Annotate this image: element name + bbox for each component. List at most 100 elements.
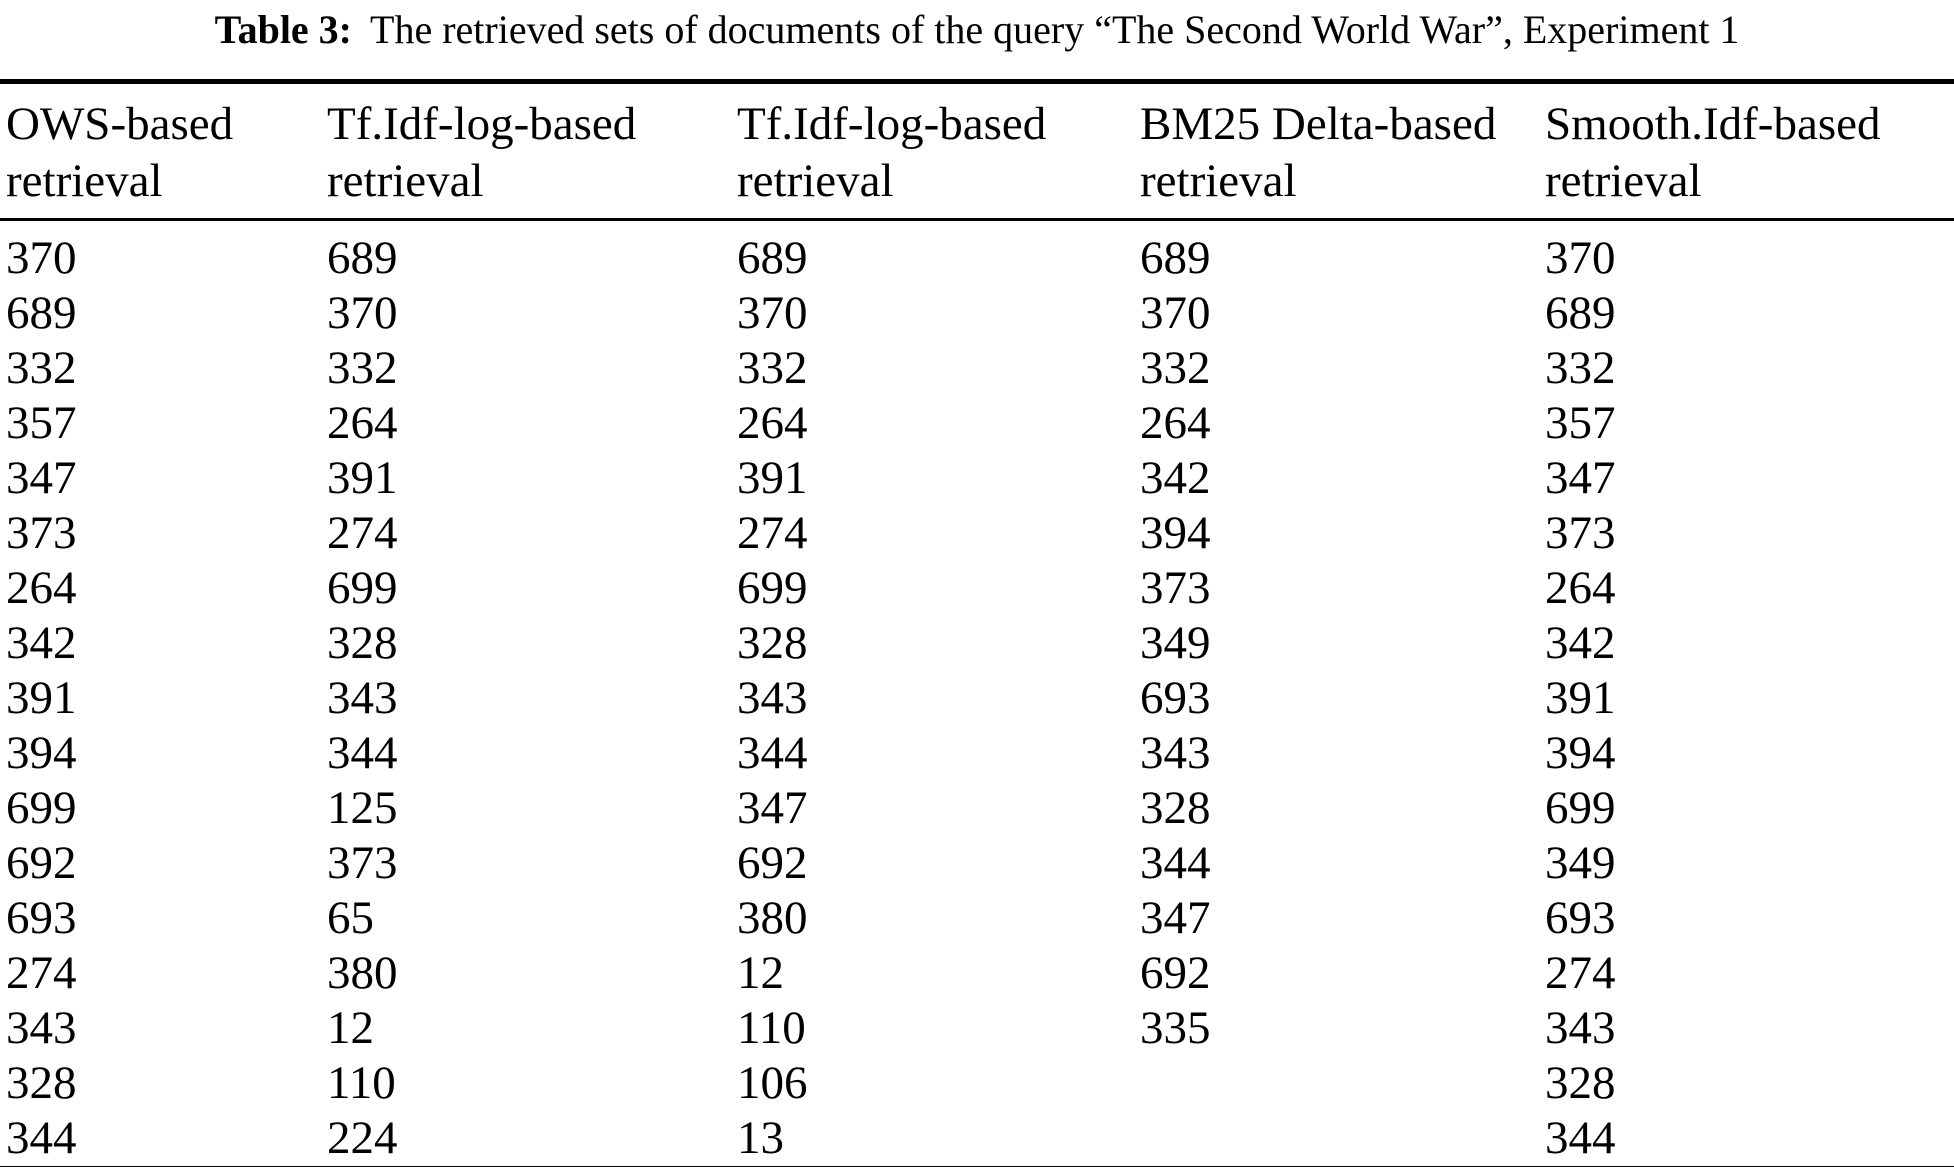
table-cell: 357	[1545, 397, 1616, 449]
table-cell: 328	[6, 1057, 77, 1109]
table-cell: 344	[6, 1112, 77, 1164]
table-cell: 110	[327, 1057, 396, 1109]
caption-text: The retrieved sets of documents of the q…	[370, 7, 1740, 52]
table-row: 347 391 391 342 347	[0, 451, 1954, 506]
table-cell: 110	[737, 1002, 806, 1054]
table-cell: 332	[737, 342, 808, 394]
table-cell: 693	[6, 892, 77, 944]
table-cell: 689	[327, 232, 398, 284]
table-cell: 370	[6, 232, 77, 284]
table-cell: 380	[327, 947, 398, 999]
table-cell: 344	[327, 727, 398, 779]
table-cell: 347	[1545, 452, 1616, 504]
column-header-line: retrieval	[327, 155, 484, 207]
table-cell: 328	[737, 617, 808, 669]
table-row: 699 125 347 328 699	[0, 781, 1954, 836]
table-cell: 13	[737, 1112, 784, 1164]
table-cell: 370	[1545, 232, 1616, 284]
column-header-ows-based: OWS-based retrieval	[0, 81, 327, 221]
table-cell: 344	[737, 727, 808, 779]
table-cell: 332	[1140, 342, 1211, 394]
table-cell: 344	[1140, 837, 1211, 889]
table-row: 264 699 699 373 264	[0, 561, 1954, 616]
table-cell: 373	[1140, 562, 1211, 614]
table-cell: 332	[6, 342, 77, 394]
table-cell: 370	[327, 287, 398, 339]
table-cell: 349	[1140, 617, 1211, 669]
table-cell: 274	[327, 507, 398, 559]
table-cell: 699	[737, 562, 808, 614]
table-body: 370 689 689 689 370 689 370 370 370 689 332 332 332 3…	[0, 220, 1954, 1167]
retrieved-documents-table: OWS-based retrieval Tf.Idf-log-based ret…	[0, 79, 1954, 1167]
table-cell: 224	[327, 1112, 398, 1164]
table-cell: 391	[6, 672, 77, 724]
table-row: 342 328 328 349 342	[0, 616, 1954, 671]
table-cell: 342	[1140, 452, 1211, 504]
table-cell: 370	[737, 287, 808, 339]
table-cell: 328	[1545, 1057, 1616, 1109]
table-cell: 343	[737, 672, 808, 724]
table-cell: 394	[6, 727, 77, 779]
table-cell: 343	[1140, 727, 1211, 779]
column-header-line: Smooth.Idf-based	[1545, 98, 1881, 150]
column-header-smooth-idf: Smooth.Idf-based retrieval	[1545, 81, 1954, 221]
table-row: 692 373 692 344 349	[0, 836, 1954, 891]
column-header-line: BM25 Delta-based	[1140, 98, 1497, 150]
table-cell: 699	[6, 782, 77, 834]
table-cell: 689	[1140, 232, 1211, 284]
table-cell: 328	[327, 617, 398, 669]
table-cell: 357	[6, 397, 77, 449]
table-row: 373 274 274 394 373	[0, 506, 1954, 561]
column-header-line: Tf.Idf-log-based	[327, 98, 637, 150]
table-cell: 344	[1545, 1112, 1616, 1164]
column-header-line: retrieval	[1545, 155, 1702, 207]
table-cell: 699	[1545, 782, 1616, 834]
table-cell: 692	[6, 837, 77, 889]
table-cell: 394	[1140, 507, 1211, 559]
table-row: 343 12 110 335 343	[0, 1001, 1954, 1056]
table-cell: 689	[1545, 287, 1616, 339]
table-cell: 347	[1140, 892, 1211, 944]
table-cell: 106	[737, 1057, 808, 1109]
table-cell: 274	[737, 507, 808, 559]
table-cell: 349	[1545, 837, 1616, 889]
table-cell: 373	[1545, 507, 1616, 559]
table-cell: 391	[327, 452, 398, 504]
table-cell: 274	[1545, 947, 1616, 999]
table-cell: 332	[1545, 342, 1616, 394]
table-cell: 347	[737, 782, 808, 834]
table-cell: 328	[1140, 782, 1211, 834]
column-header-line: OWS-based	[6, 98, 234, 150]
table-row: 274 380 12 692 274	[0, 946, 1954, 1001]
table-cell: 693	[1545, 892, 1616, 944]
column-header-line: retrieval	[737, 155, 894, 207]
table-row: 344 224 13 344	[0, 1111, 1954, 1167]
table-row: 328 110 106 328	[0, 1056, 1954, 1111]
table-cell: 692	[737, 837, 808, 889]
column-header-line: Tf.Idf-log-based	[737, 98, 1047, 150]
table-cell: 394	[1545, 727, 1616, 779]
column-header-tfidf-log-1: Tf.Idf-log-based retrieval	[327, 81, 737, 221]
table-cell: 12	[737, 947, 784, 999]
table-cell	[1140, 1056, 1545, 1111]
column-header-bm25-delta: BM25 Delta-based retrieval	[1140, 81, 1545, 221]
table-cell: 343	[327, 672, 398, 724]
table-cell: 689	[6, 287, 77, 339]
column-header-line: retrieval	[1140, 155, 1297, 207]
table-cell: 689	[737, 232, 808, 284]
table-cell: 391	[737, 452, 808, 504]
table-cell: 692	[1140, 947, 1211, 999]
table-cell: 370	[1140, 287, 1211, 339]
table-cell: 264	[737, 397, 808, 449]
table-cell: 342	[6, 617, 77, 669]
table-cell: 373	[327, 837, 398, 889]
table-row: 370 689 689 689 370	[0, 220, 1954, 287]
table-cell: 343	[1545, 1002, 1616, 1054]
table-cell: 380	[737, 892, 808, 944]
table-cell: 264	[1140, 397, 1211, 449]
table-cell: 693	[1140, 672, 1211, 724]
table-cell: 335	[1140, 1002, 1211, 1054]
caption-label: Table 3:	[214, 7, 353, 52]
table-header: OWS-based retrieval Tf.Idf-log-based ret…	[0, 81, 1954, 221]
